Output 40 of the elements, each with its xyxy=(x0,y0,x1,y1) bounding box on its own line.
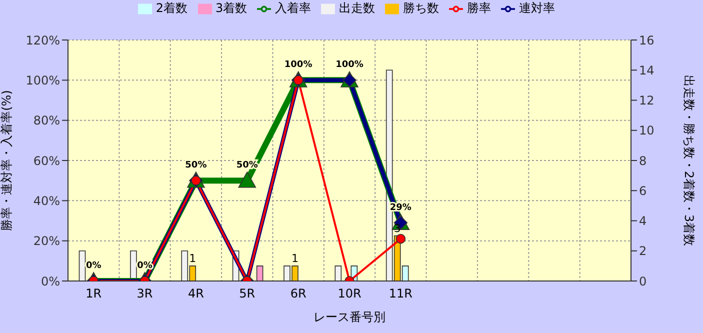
y2-tick-label: 2 xyxy=(639,244,647,258)
x-tick-label: 5R xyxy=(239,286,256,301)
legend-label: 勝ち数 xyxy=(403,1,440,15)
x-tick-label: 3R xyxy=(136,286,153,301)
legend-label: 2着数 xyxy=(156,1,188,15)
data-label: 1 xyxy=(189,252,196,265)
y2-tick-label: 0 xyxy=(639,274,647,288)
legend-label: 勝率 xyxy=(467,1,492,15)
data-label: 100% xyxy=(284,60,312,70)
y2-tick-label: 10 xyxy=(639,124,654,138)
x-tick-label: 4R xyxy=(188,286,204,301)
y2-tick-label: 16 xyxy=(639,33,654,48)
y2-tick-label: 12 xyxy=(639,94,654,108)
y-tick-label: 20% xyxy=(33,234,60,248)
legend-label: 入着率 xyxy=(275,1,312,15)
y-tick-label: 60% xyxy=(33,154,60,168)
legend-label: 出走数 xyxy=(339,1,376,15)
y2-axis-title: 出走数・勝ち数・2着数・3着数 xyxy=(682,74,696,246)
y-tick-label: 80% xyxy=(33,114,60,128)
y-tick-label: 100% xyxy=(26,73,60,88)
x-tick-label: 1R xyxy=(86,286,102,301)
y2-tick-label: 4 xyxy=(639,214,647,228)
y2-tick-label: 6 xyxy=(639,184,647,198)
data-label: 100% xyxy=(336,60,364,70)
x-axis-title: レース番号別 xyxy=(314,310,386,324)
x-tick-label: 10R xyxy=(338,286,362,301)
data-label: 1 xyxy=(291,252,298,265)
y2-tick-label: 8 xyxy=(639,154,647,168)
x-tick-label: 11R xyxy=(388,286,412,301)
x-tick-label: 6R xyxy=(290,286,306,301)
data-label: 50% xyxy=(185,160,207,171)
data-label: 0% xyxy=(86,261,102,271)
legend-label: 3着数 xyxy=(216,1,248,15)
legend-label: 連対率 xyxy=(519,1,556,15)
y-axis-title: 勝率・連対率・入着率(%) xyxy=(0,90,14,231)
y-tick-label: 40% xyxy=(33,194,60,208)
y-tick-label: 0% xyxy=(40,274,60,288)
point xyxy=(238,172,256,188)
y-tick-label: 120% xyxy=(26,33,60,48)
y2-tick-label: 14 xyxy=(639,63,654,78)
